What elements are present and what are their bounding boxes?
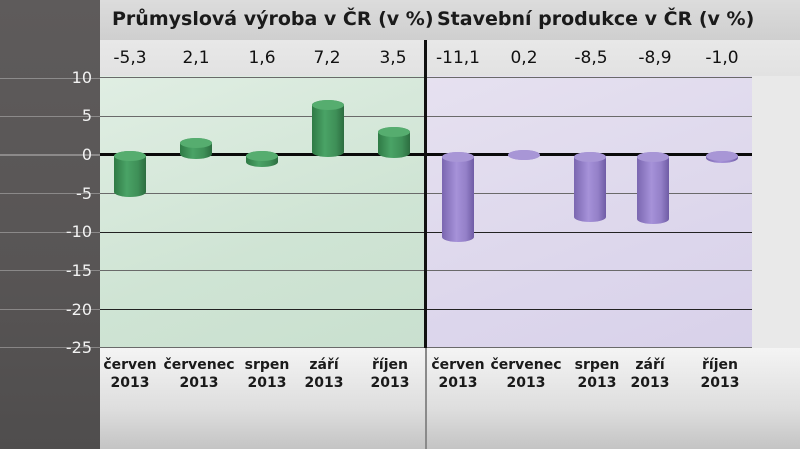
axis-guide	[0, 270, 100, 271]
bar-construction-cerven	[442, 152, 474, 242]
values-row	[100, 40, 800, 76]
value-label: 7,2	[313, 48, 341, 68]
category-label: září 2013	[630, 357, 670, 391]
value-label: 2,1	[182, 48, 210, 68]
panel-divider-lower	[425, 348, 427, 449]
y-tick: 5	[81, 106, 92, 125]
category-label: říjen 2013	[370, 357, 410, 391]
axis-guide	[0, 154, 100, 156]
y-tick: -5	[76, 184, 92, 203]
axis-guide	[0, 193, 100, 194]
value-label: 1,6	[248, 48, 276, 68]
y-tick: -15	[65, 261, 92, 280]
category-label: srpen 2013	[244, 357, 290, 391]
y-tick: 0	[81, 145, 92, 164]
category-label: srpen 2013	[574, 357, 620, 391]
axis-guide	[0, 309, 100, 310]
category-label: říjen 2013	[700, 357, 740, 391]
right-margin	[752, 76, 800, 348]
value-label: -11,1	[436, 48, 480, 68]
category-label: červen 2013	[431, 357, 485, 391]
y-tick: -25	[65, 338, 92, 357]
bar-industrial-rijen	[378, 127, 410, 158]
value-label: 3,5	[379, 48, 407, 68]
bar-construction-cervenec	[508, 150, 540, 160]
bar-construction-srpen	[574, 152, 606, 222]
category-label: červenec 2013	[490, 357, 562, 391]
value-label: -8,9	[638, 48, 672, 68]
industrial-production-plot	[100, 76, 424, 348]
bar-industrial-cervenec	[180, 138, 212, 159]
bar-construction-zari	[637, 152, 669, 224]
category-label: září 2013	[304, 357, 344, 391]
axis-guide	[0, 232, 100, 233]
y-tick: -10	[65, 222, 92, 241]
panel-divider	[424, 40, 427, 348]
industrial-production-title: Průmyslová výroba v ČR (v %)	[112, 8, 434, 30]
construction-output-title: Stavební produkce v ČR (v %)	[437, 8, 755, 30]
y-tick: -20	[65, 300, 92, 319]
category-label: červen 2013	[103, 357, 157, 391]
value-label: -5,3	[113, 48, 147, 68]
category-label: červenec 2013	[163, 357, 235, 391]
value-label: 0,2	[510, 48, 538, 68]
bar-construction-rijen	[706, 151, 738, 163]
axis-guide	[0, 78, 100, 79]
bar-industrial-zari	[312, 100, 344, 157]
bar-industrial-srpen	[246, 151, 278, 167]
y-axis-strip	[0, 0, 100, 449]
title-bar	[100, 0, 800, 40]
axis-guide	[0, 347, 100, 348]
y-tick: 10	[71, 68, 92, 87]
axis-guide	[0, 116, 100, 117]
category-label-area	[100, 348, 800, 449]
bar-industrial-cerven	[114, 151, 146, 197]
value-label: -1,0	[705, 48, 739, 68]
value-label: -8,5	[574, 48, 608, 68]
